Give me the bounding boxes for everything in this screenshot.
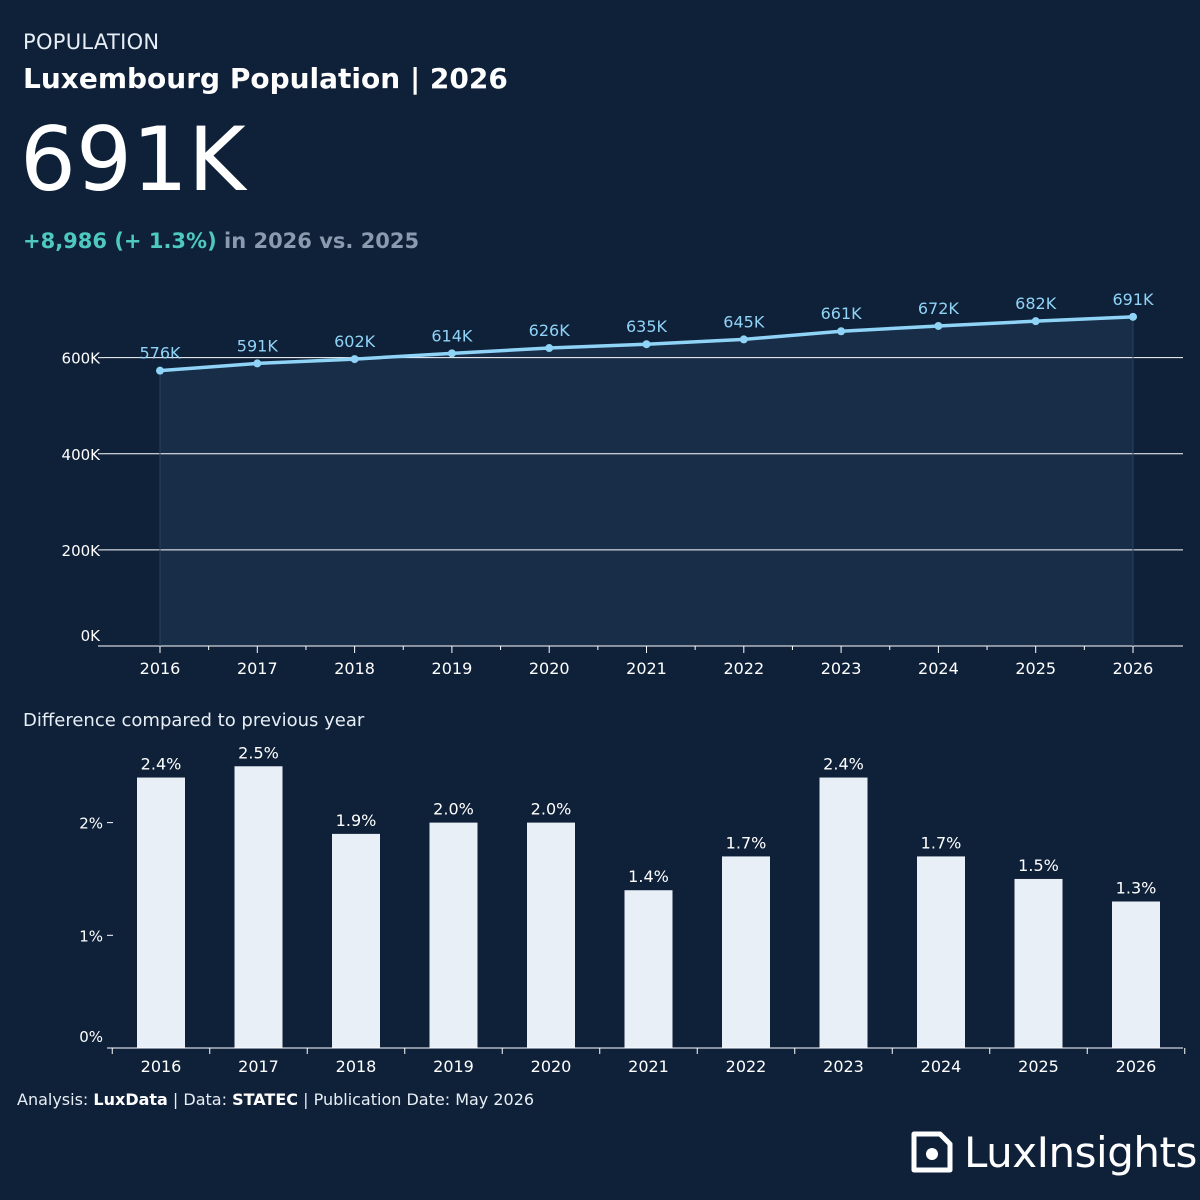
population-line-chart: 0K 200K 400K 600K 2016 2017 2018 2019 2020 2021 20…: [62, 290, 1183, 678]
x-tick-label: 2018: [334, 659, 375, 678]
x-tick-label: 2023: [823, 1057, 864, 1076]
brand-logo: LuxInsights: [910, 1124, 1197, 1180]
bar-value-label: 1.3%: [1116, 879, 1157, 898]
x-tick-label: 2021: [626, 659, 667, 678]
data-label: 682K: [1015, 294, 1057, 313]
kicker-label: POPULATION: [23, 30, 160, 54]
data-label: 602K: [334, 332, 376, 351]
data-point: [253, 359, 262, 368]
footer-credits: Analysis: LuxData | Data: STATEC | Publi…: [17, 1090, 534, 1109]
data-point: [350, 355, 359, 364]
x-tick-label: 2025: [1015, 659, 1056, 678]
bar: [917, 856, 965, 1048]
footer-data-label: | Data:: [167, 1090, 233, 1109]
y-tick-label: 600K: [62, 350, 102, 368]
data-point: [642, 340, 651, 349]
data-label: 635K: [626, 317, 668, 336]
data-label: 645K: [723, 312, 765, 331]
data-point: [156, 366, 164, 375]
bar: [332, 833, 380, 1048]
data-label: 614K: [431, 326, 473, 345]
bar-chart-subheading: Difference compared to previous year: [23, 710, 365, 731]
y-tick-label: 1%: [79, 927, 103, 945]
x-tick-label: 2023: [821, 659, 862, 678]
brand-logo-icon: [910, 1130, 954, 1174]
data-point: [447, 349, 456, 358]
data-point: [545, 344, 554, 353]
y-tick-label: 0K: [81, 627, 102, 645]
x-tick-label: 2025: [1018, 1057, 1059, 1076]
bar: [234, 766, 283, 1048]
page-title: Luxembourg Population | 2026: [23, 62, 508, 95]
bar-value-label: 1.7%: [921, 833, 962, 852]
bar: [722, 856, 770, 1048]
x-tick-label: 2018: [336, 1057, 377, 1076]
x-tick-label: 2024: [921, 1057, 962, 1076]
data-point: [1129, 312, 1137, 321]
data-label: 672K: [918, 299, 960, 318]
x-tick-label: 2022: [726, 1057, 767, 1076]
bar: [527, 822, 575, 1048]
data-label: 591K: [237, 336, 279, 355]
delta-comparison: in 2026 vs. 2025: [216, 229, 420, 253]
kpi-delta: +8,986 (+ 1.3%) in 2026 vs. 2025: [23, 229, 419, 253]
delta-positive: +8,986 (+ 1.3%): [23, 229, 217, 253]
x-tick-label: 2017: [238, 1057, 279, 1076]
x-tick-label: 2020: [531, 1057, 572, 1076]
bar-value-label: 2.0%: [433, 800, 474, 819]
x-tick-label: 2020: [529, 659, 570, 678]
bar-value-label: 2.4%: [823, 755, 864, 774]
bar-value-label: 1.9%: [336, 811, 377, 830]
bar-value-label: 1.5%: [1018, 856, 1059, 875]
data-label: 691K: [1112, 290, 1154, 309]
y-tick-label: 200K: [62, 542, 102, 560]
bar-value-label: 2.0%: [531, 800, 572, 819]
bar: [1112, 901, 1160, 1048]
x-tick-label: 2024: [918, 659, 959, 678]
x-tick-label: 2026: [1113, 659, 1154, 678]
bar: [1014, 878, 1063, 1048]
data-point: [739, 335, 748, 344]
data-point: [934, 321, 943, 330]
x-tick-label: 2021: [628, 1057, 669, 1076]
line-area-fill: [160, 316, 1133, 646]
data-label: 626K: [529, 321, 571, 340]
footer-publication: | Publication Date: May 2026: [298, 1090, 535, 1109]
brand-logo-text-thin: Insights: [1036, 1127, 1198, 1177]
x-tick-label: 2016: [140, 659, 181, 678]
x-tick-label: 2016: [141, 1057, 182, 1076]
x-tick-label: 2019: [433, 1057, 474, 1076]
bar: [819, 777, 868, 1048]
x-tick-label: 2019: [432, 659, 473, 678]
brand-logo-text: LuxInsights: [964, 1128, 1197, 1177]
data-label: 576K: [139, 344, 181, 363]
bar: [624, 890, 673, 1048]
y-tick-label: 400K: [62, 446, 102, 464]
footer-analysis-label: Analysis:: [17, 1090, 94, 1109]
footer-data-value: STATEC: [232, 1090, 299, 1109]
bar-value-label: 1.4%: [628, 867, 669, 886]
x-tick-label: 2026: [1116, 1057, 1157, 1076]
footer-analysis-value: LuxData: [93, 1090, 168, 1109]
kpi-value: 691K: [20, 108, 246, 211]
y-tick-label: 0%: [79, 1028, 103, 1046]
bar-value-label: 2.5%: [238, 745, 279, 762]
data-label: 661K: [821, 304, 863, 323]
y-tick-label: 2%: [79, 815, 103, 833]
bar-value-label: 2.4%: [141, 755, 182, 774]
bar: [429, 822, 478, 1048]
bar-value-label: 1.7%: [726, 833, 767, 852]
x-tick-label: 2022: [723, 659, 764, 678]
x-tick-label: 2017: [237, 659, 278, 678]
data-point: [837, 327, 846, 336]
brand-logo-text-bold: Lux: [964, 1127, 1037, 1177]
data-point: [1031, 317, 1040, 326]
growth-bar-chart: 0% 1% 2% 2.4% 2016 2.5% 2017 1.9% 2018 2.0% 2019 2.…: [79, 745, 1186, 1076]
bar: [137, 777, 185, 1048]
